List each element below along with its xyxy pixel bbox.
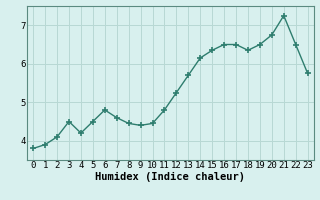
X-axis label: Humidex (Indice chaleur): Humidex (Indice chaleur) (95, 172, 245, 182)
